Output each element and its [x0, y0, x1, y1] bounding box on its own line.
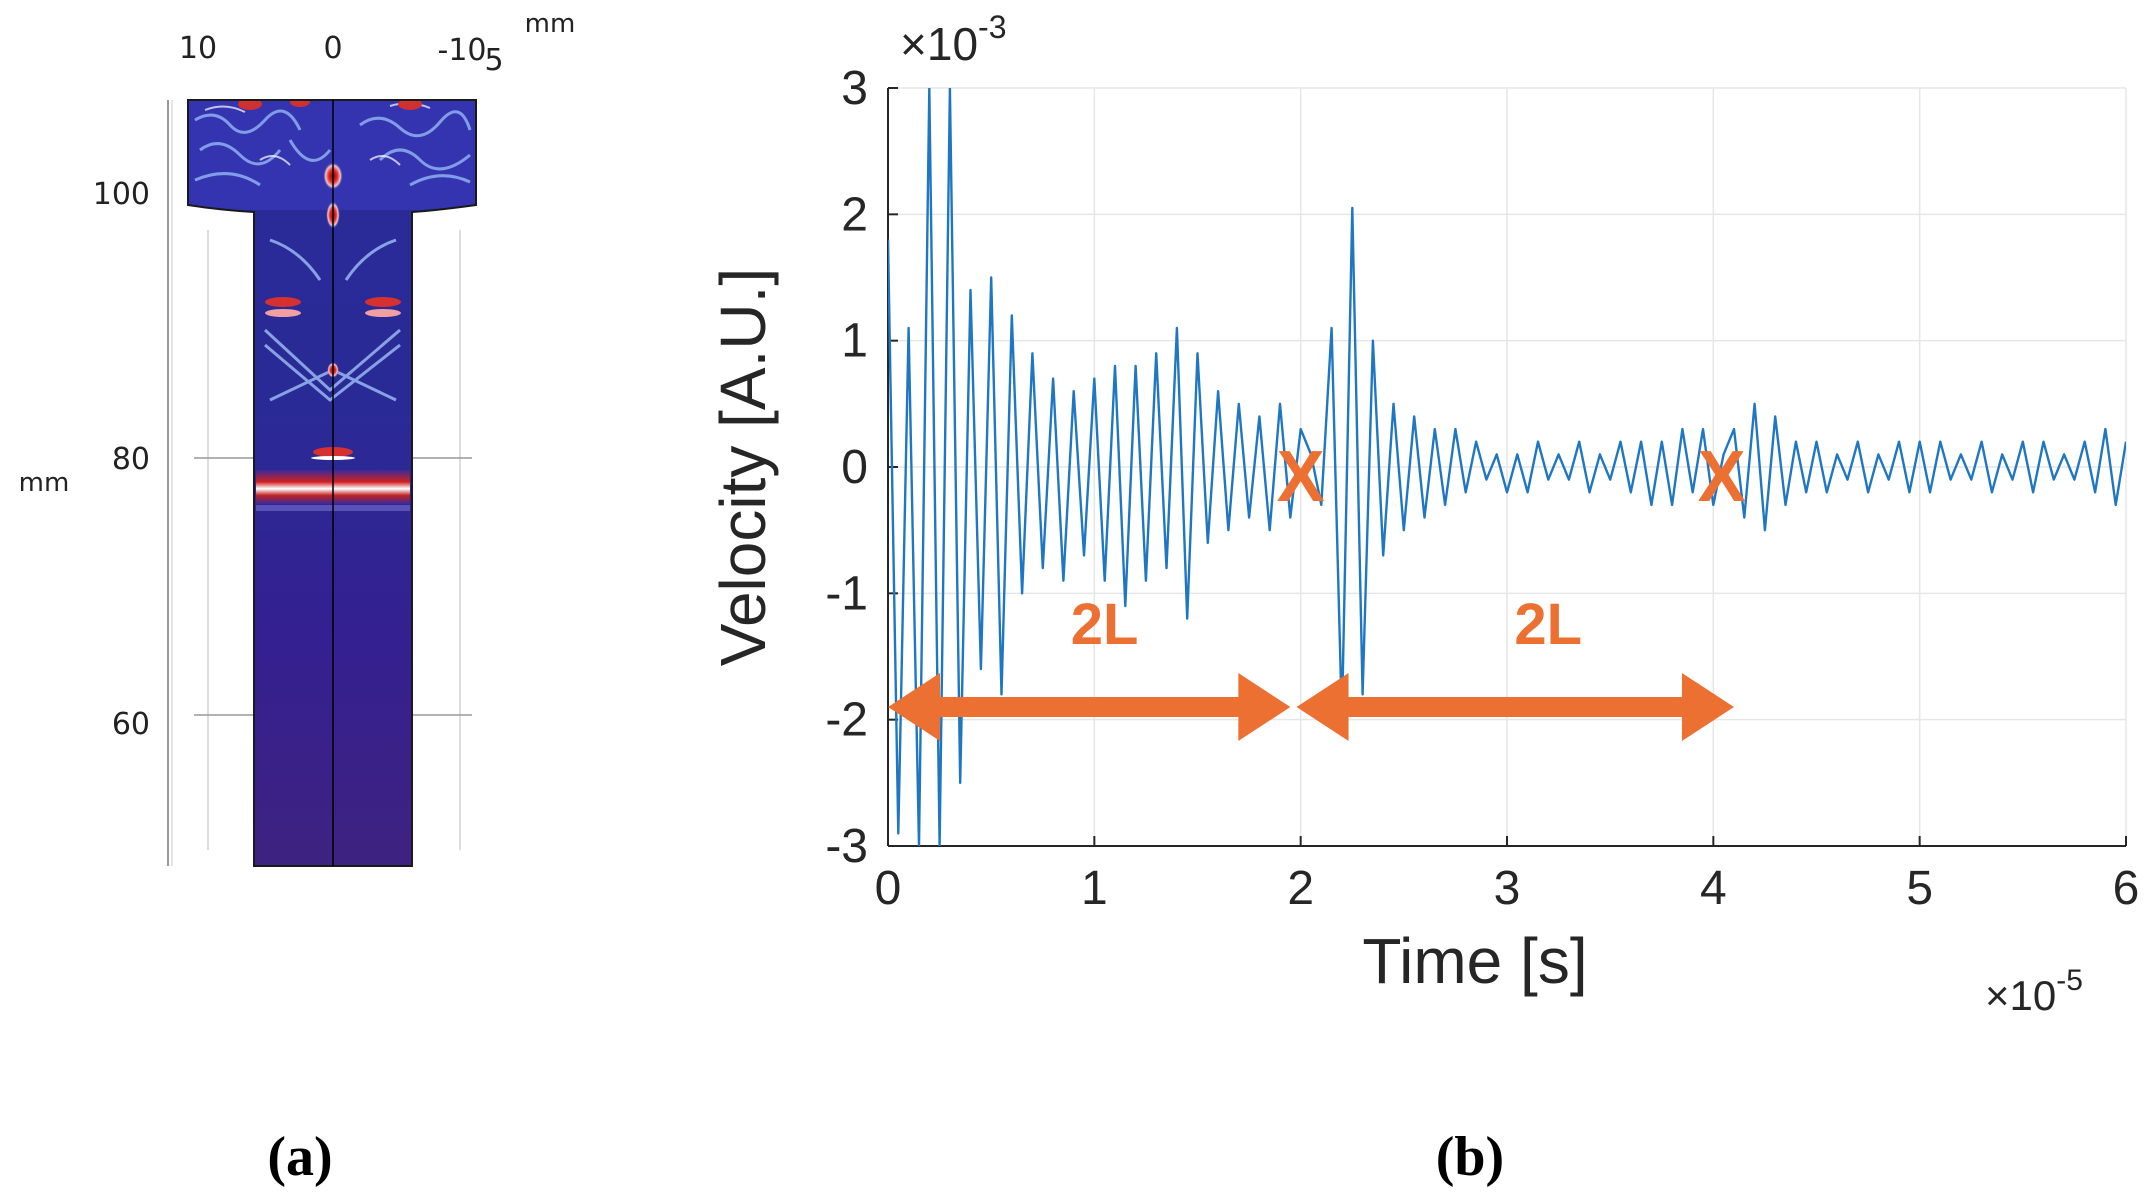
sim-y-tick-60: 60	[112, 707, 150, 742]
hotspot-wing-right-1	[365, 297, 401, 307]
x-tick-label-4: 4	[1700, 862, 1727, 915]
t-beam-outline	[187, 99, 477, 867]
sim-y-tick-100: 100	[93, 177, 150, 212]
sim-y-tick-80: 80	[112, 442, 150, 477]
x-tick-label-0: 0	[875, 862, 902, 915]
hotspot-wing-left-1	[265, 297, 301, 307]
double-arrow-1	[888, 673, 1291, 742]
series-velocity-line	[888, 88, 2126, 846]
sim-x-tick-minus10: -10	[438, 33, 487, 68]
sim-x-tick-5: 5	[484, 43, 503, 78]
x-tick-label-1: 1	[1081, 862, 1108, 915]
sim-x-tick-0: 0	[323, 31, 342, 66]
x-axis-label: Time [s]	[1362, 925, 1587, 997]
y-axis-label: Velocity [A.U.]	[707, 268, 779, 666]
sim-x-tick-10: 10	[179, 31, 217, 66]
caption-a: (a)	[267, 1126, 332, 1188]
sim-field	[188, 100, 476, 866]
x-tick-labels: 0 1 2 3 4 5 6	[875, 836, 2140, 915]
y-tick-label-1: -2	[825, 694, 868, 747]
hotspot-wing-right-2	[365, 309, 401, 317]
y-tick-label-4: 1	[841, 315, 868, 368]
arrow-2-label: 2L	[1514, 592, 1582, 657]
arrow-1-label: 2L	[1071, 592, 1139, 657]
hotspot-flange-mid	[290, 100, 310, 107]
marker-x-2: X	[1698, 437, 1746, 517]
flange-field	[188, 100, 476, 210]
y-exponent: ×10-3	[900, 9, 1006, 70]
y-tick-label-5: 2	[841, 188, 868, 241]
panel-a-simulation: 10 0 -10 5 mm mm 100 80 60 (a)	[19, 9, 576, 1188]
flange-highlights	[204, 102, 431, 166]
marker-x-1: X	[1277, 437, 1325, 517]
x-exponent: ×10-5	[1985, 964, 2083, 1019]
flange-ripples	[194, 109, 472, 187]
y-tick-labels: -3 -2 -1 0 1 2 3	[825, 62, 898, 873]
hotspot-wing-left-2	[265, 309, 301, 317]
sim-unit-top: mm	[525, 9, 576, 39]
y-tick-label-3: 0	[841, 441, 868, 494]
x-tick-label-5: 5	[1906, 862, 1933, 915]
double-arrow-2	[1296, 673, 1734, 742]
x-tick-label-2: 2	[1287, 862, 1314, 915]
y-tick-label-2: -1	[825, 567, 868, 620]
y-tick-label-0: -3	[825, 820, 868, 873]
x-tick-label-6: 6	[2113, 862, 2140, 915]
caption-b: (b)	[1436, 1126, 1504, 1188]
x-tick-label-3: 3	[1494, 862, 1521, 915]
annotations: 2L 2L X X	[888, 437, 1746, 742]
sim-unit-left: mm	[19, 468, 70, 498]
y-tick-label-6: 3	[841, 62, 868, 115]
